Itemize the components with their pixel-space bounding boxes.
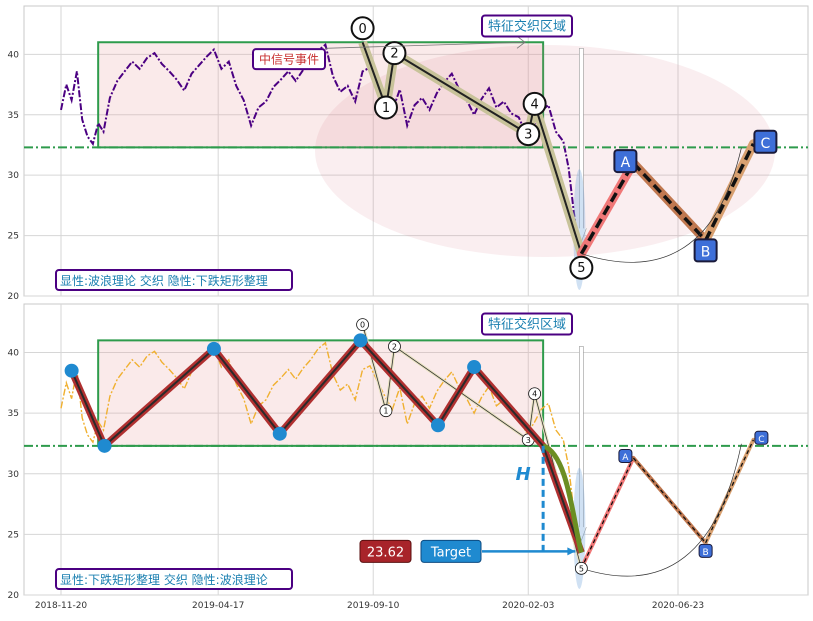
bottom-drop-shade: [573, 467, 586, 589]
bottom-wave-label-0: 0: [360, 321, 365, 330]
bottom-y-tick-label: 20: [8, 591, 20, 601]
top-zone-label: 特征交织区域: [488, 19, 566, 35]
event-label-box: [252, 48, 326, 71]
x-tick-label: 2020-06-23: [652, 601, 704, 611]
top-y-tick-label: 30: [8, 171, 20, 181]
bottom-zigzag-point: [206, 341, 221, 356]
bottom-zigzag-point: [467, 360, 482, 375]
bottom-zigzag-point: [97, 438, 112, 453]
x-tick-label: 2020-02-03: [502, 601, 554, 611]
x-tick-label: 2019-09-10: [347, 601, 400, 611]
bottom-rectangle-pattern: [97, 339, 545, 447]
bottom-zigzag-point: [272, 426, 287, 441]
x-tick-label: 2018-11-20: [35, 601, 88, 611]
top-abc-label-A: A: [621, 155, 631, 171]
bottom-y-tick-label: 35: [8, 409, 19, 419]
target-value: 23.62: [367, 545, 404, 560]
bottom-y-tick-label: 40: [8, 349, 20, 359]
top-wave-label-1: 1: [382, 101, 390, 116]
bottom-wave-label-1: 1: [383, 407, 388, 416]
bottom-projection-arc: [581, 443, 742, 577]
bottom-zigzag-point: [430, 418, 445, 433]
bottom-y-tick-label: 25: [8, 530, 19, 540]
bottom-abc-leg: [632, 457, 707, 544]
top-wave-circle: [522, 91, 547, 116]
top-zone-label-box: [481, 14, 573, 38]
bottom-zigzag-point: [64, 363, 79, 378]
bottom-zone-label-box: [481, 312, 573, 336]
top-y-tick-label: 40: [8, 50, 20, 60]
bottom-caption: 显性:下跌矩形整理 交织 隐性:波浪理论: [60, 572, 268, 587]
top-price-series: [60, 42, 581, 252]
x-tick-label: 2019-04-17: [192, 601, 244, 611]
top-abc-box: [613, 149, 638, 174]
bottom-y-tick-label: 30: [8, 470, 20, 480]
bottom-wave-label-2: 2: [392, 342, 397, 351]
bottom-price-series: [60, 341, 580, 551]
top-y-tick-label: 20: [8, 292, 20, 302]
bottom-breakout-curve: [542, 443, 584, 554]
bottom-wave-circle: [356, 318, 369, 332]
bottom-caption-box: [55, 568, 293, 590]
top-wave-label-2: 2: [390, 47, 398, 62]
bottom-zone-label: 特征交织区域: [488, 317, 566, 333]
top-abc-box: [753, 129, 778, 154]
target-arrowhead: [567, 547, 576, 556]
target-value-box: [359, 539, 412, 563]
top-wave-label-5: 5: [577, 261, 585, 276]
bottom-wave-label-3: 3: [526, 436, 531, 445]
top-abc-leg: [632, 161, 707, 242]
bottom-wave-circle: [388, 340, 401, 353]
top-wave-label-0: 0: [358, 22, 366, 37]
bottom-abc-label-C: C: [758, 435, 764, 445]
bottom-abc-box: [618, 448, 633, 463]
top-projection-arc: [581, 147, 742, 263]
top-abc-label-C: C: [761, 136, 771, 152]
bottom-abc-label-B: B: [703, 548, 709, 558]
top-wave-label-4: 4: [530, 97, 538, 112]
bottom-abc-box: [698, 543, 713, 558]
bottom-wave-label-5: 5: [579, 564, 584, 573]
bottom-wave-circle: [379, 404, 393, 418]
height-label: H: [516, 464, 531, 485]
bottom-abc-leg: [580, 457, 634, 569]
top-y-tick-label: 35: [8, 111, 19, 121]
top-abc-leg: [579, 162, 635, 255]
top-abc-label-B: B: [701, 244, 711, 260]
top-wave-circle: [350, 16, 375, 41]
top-wave-circle: [516, 122, 541, 147]
target-label-box: [420, 539, 482, 563]
top-abc-box: [693, 238, 718, 263]
top-abc-leg: [704, 142, 755, 242]
target-label: Target: [430, 545, 471, 560]
top-caption: 显性:波浪理论 交织 隐性:下跌矩形整理: [60, 273, 268, 288]
top-wave-circle: [569, 255, 594, 280]
bottom-wave-label-4: 4: [532, 390, 537, 399]
bottom-wave-circle: [574, 561, 588, 575]
bottom-abc-label-A: A: [622, 453, 629, 463]
top-caption-box: [55, 269, 293, 291]
top-wave-circle: [373, 95, 398, 120]
event-label: 中信号事件: [259, 51, 319, 66]
top-wave-label-3: 3: [524, 128, 532, 143]
event-arrow: [324, 35, 527, 49]
bottom-wave-circle: [528, 387, 542, 401]
bottom-zigzag-point: [353, 333, 368, 348]
top-y-tick-label: 25: [8, 232, 19, 242]
bottom-abc-leg: [705, 439, 754, 544]
top-wave-circle: [382, 41, 407, 66]
bottom-abc-box: [754, 430, 769, 445]
